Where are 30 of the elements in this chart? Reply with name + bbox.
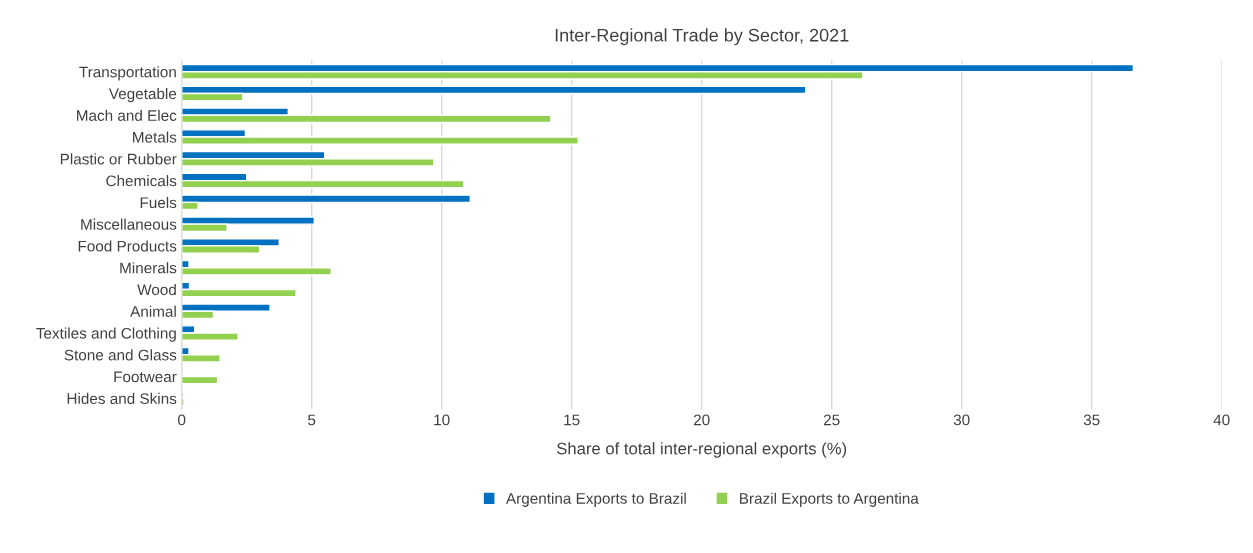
y-tick-label: Food Products xyxy=(78,240,177,252)
y-tick-label: Transportation xyxy=(79,66,176,81)
x-tick-label: 20 xyxy=(693,414,710,426)
y-tick-label: Fuels xyxy=(140,196,177,209)
y-tick-label: Stone and Glass xyxy=(64,349,177,361)
x-tick-label: 10 xyxy=(434,414,450,426)
x-tick-label: 0 xyxy=(178,414,186,426)
y-tick-label: Wood xyxy=(137,283,176,296)
x-tick-label: 35 xyxy=(1083,414,1100,426)
y-tick-label: Textiles and Clothing xyxy=(36,327,176,342)
x-axis-title: Share of total inter-regional exports (%) xyxy=(557,442,847,458)
x-tick-label: 15 xyxy=(564,414,580,426)
x-tick-label: 5 xyxy=(308,414,316,426)
x-tick-label: 40 xyxy=(1213,414,1230,426)
y-tick-label: Hides and Skins xyxy=(67,392,177,405)
chart-title: Inter-Regional Trade by Sector, 2021 xyxy=(555,28,849,46)
y-tick-label: Minerals xyxy=(120,262,177,274)
y-tick-label: Chemicals xyxy=(106,175,177,187)
x-tick-label: 25 xyxy=(823,414,840,426)
y-tick-label: Plastic or Rubber xyxy=(60,153,177,165)
y-tick-label: Miscellaneous xyxy=(81,218,177,230)
y-tick-label: Metals xyxy=(133,131,177,143)
x-tick-label: 30 xyxy=(953,414,970,426)
y-tick-label: Footwear xyxy=(114,371,177,383)
bar xyxy=(181,375,219,385)
y-tick-label: Mach and Elec xyxy=(77,109,177,121)
y-tick-label: Animal xyxy=(130,305,176,317)
legend-label: Argentina Exports to Brazil xyxy=(505,492,686,507)
y-tick-label: Vegetable xyxy=(108,87,177,103)
legend-label: Brazil Exports to Argentina xyxy=(740,492,919,507)
